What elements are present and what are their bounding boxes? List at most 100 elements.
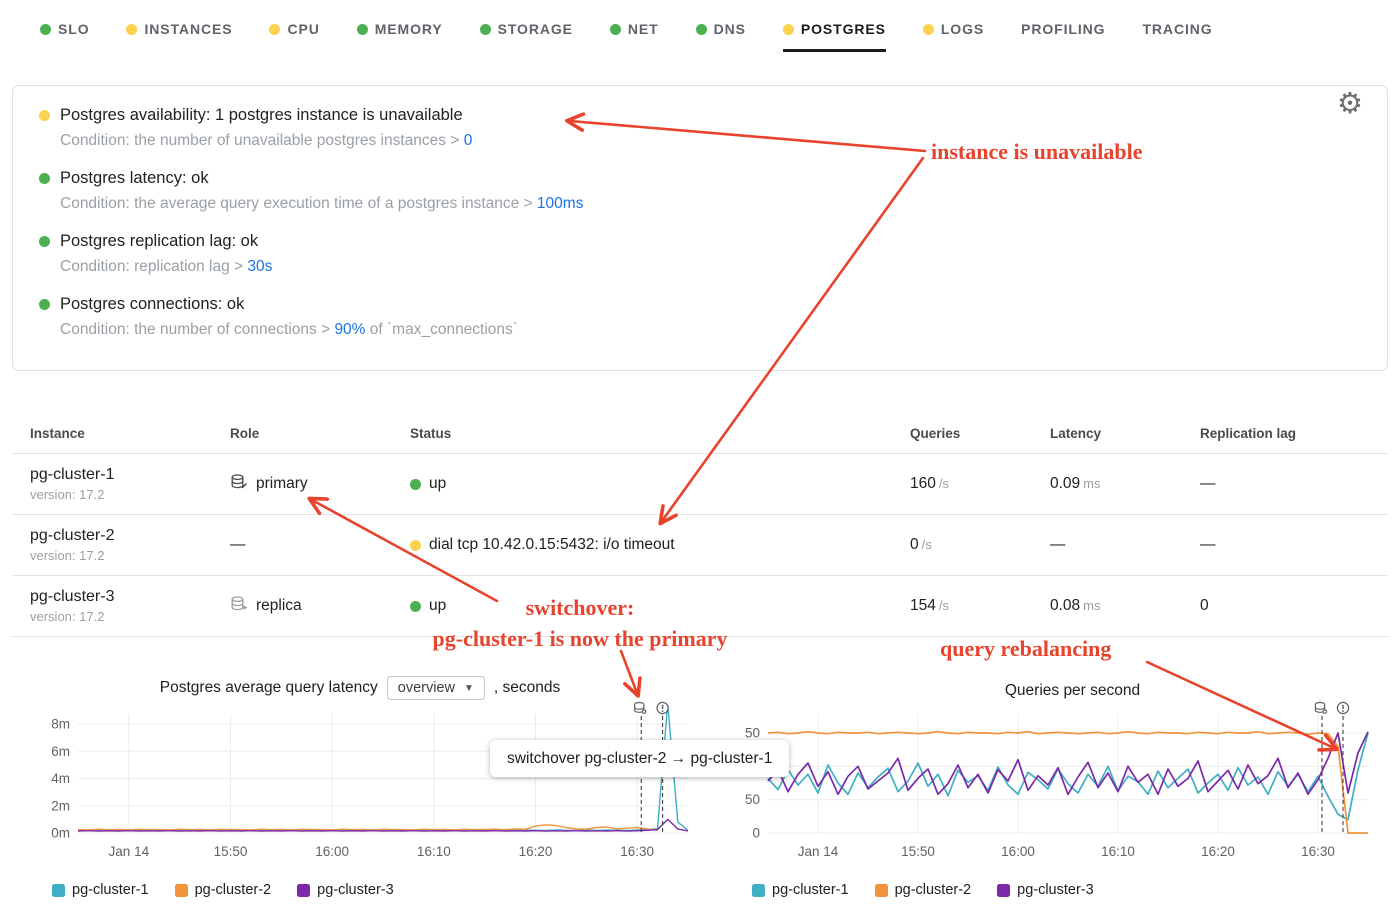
svg-text:16:00: 16:00 (315, 844, 349, 859)
tab-memory[interactable]: MEMORY (356, 21, 443, 52)
alert-condition: Condition: the number of connections > 9… (60, 321, 1361, 339)
role-cell: replica (230, 595, 410, 617)
green-status-dot (356, 23, 368, 35)
tab-profiling[interactable]: PROFILING (1021, 21, 1105, 52)
replication-lag-cell: — (1200, 536, 1216, 553)
legend-item-pg-cluster-1[interactable]: pg-cluster-1 (752, 882, 849, 898)
instances-table: Instance Role Status Queries Latency Replicat… (12, 413, 1388, 637)
yellow-status-dot (269, 23, 281, 35)
alerts-panel: ⚙ Postgres availability: 1 postgres inst… (12, 85, 1388, 371)
legend-item-pg-cluster-3[interactable]: pg-cluster-3 (997, 882, 1094, 898)
alert-item: Postgres replication lag: ok Condition: r… (13, 222, 1387, 285)
alert-item: Postgres latency: ok Condition: the avera… (13, 159, 1387, 222)
legend-item-pg-cluster-2[interactable]: pg-cluster-2 (174, 882, 271, 898)
queries-cell: 0/s (910, 536, 1050, 554)
alert-title-row: Postgres latency: ok (39, 169, 1361, 188)
column-header-instance: Instance (30, 425, 85, 441)
annotation-query-rebalancing: query rebalancing (940, 636, 1112, 661)
tab-instances[interactable]: INSTANCES (126, 21, 232, 52)
instance-name[interactable]: pg-cluster-2 (30, 527, 115, 544)
condition-threshold: 0 (463, 132, 473, 149)
instance-name[interactable]: pg-cluster-1 (30, 466, 115, 483)
green-status-dot (410, 478, 421, 490)
legend-item-pg-cluster-1[interactable]: pg-cluster-1 (52, 882, 149, 898)
alert-title-text: Postgres connections: ok (60, 295, 245, 313)
latency-view-dropdown[interactable]: overview ▼ (386, 676, 485, 700)
queries-value: 0 (910, 536, 919, 553)
svg-text:8m: 8m (51, 717, 70, 732)
tab-tracing[interactable]: TRACING (1142, 21, 1212, 52)
legend-item-pg-cluster-3[interactable]: pg-cluster-3 (297, 882, 394, 898)
column-header-status: Status (410, 425, 452, 441)
annotation-switchover: switchover: pg-cluster-1 is now the prim… (432, 595, 728, 651)
legend-item-pg-cluster-2[interactable]: pg-cluster-2 (874, 882, 971, 898)
svg-text:16:30: 16:30 (620, 844, 654, 859)
annotation-instance-unavailable: instance is unavailable (931, 139, 1143, 164)
green-status-dot (695, 23, 707, 35)
status-cell: dial tcp 10.42.0.15:5432: i/o timeout (410, 536, 910, 554)
latency-unit: ms (1083, 476, 1101, 491)
svg-text:15:50: 15:50 (214, 844, 248, 859)
tab-bar: SLO INSTANCES CPU MEMORY STORAGE NET DNS POSTGR… (0, 0, 1400, 85)
yellow-status-dot (410, 539, 421, 551)
alert-title-row: Postgres availability: 1 postgres instan… (39, 106, 1361, 125)
latency-value: 0.09 (1050, 475, 1081, 492)
legend-swatch (52, 883, 65, 897)
status-cell: up (410, 475, 910, 493)
table-row-pg-cluster-2: pg-cluster-2 version: 17.2 — dial tcp 10.42… (12, 515, 1388, 576)
latency-chart-title: Postgres average query latency overview … (15, 676, 705, 700)
condition-text: Condition: replication lag > (60, 258, 248, 275)
condition-threshold: 100ms (536, 195, 584, 212)
legend-swatch (297, 883, 311, 897)
instance-name[interactable]: pg-cluster-3 (30, 588, 115, 605)
tab-net[interactable]: NET (609, 21, 659, 52)
instance-cell: pg-cluster-1 version: 17.2 (30, 466, 230, 502)
tab-label: LOGS (940, 21, 985, 37)
svg-text:50: 50 (745, 792, 760, 807)
chevron-down-icon: ▼ (463, 682, 474, 694)
svg-text:6m: 6m (51, 744, 70, 759)
table-header-row: Instance Role Status Queries Latency Replicat… (12, 413, 1388, 454)
instance-version: version: 17.2 (30, 609, 105, 624)
svg-text:16:20: 16:20 (1201, 844, 1235, 859)
tab-storage[interactable]: STORAGE (479, 21, 573, 52)
legend-label: pg-cluster-3 (1017, 882, 1094, 898)
role-label: replica (256, 597, 302, 614)
alert-item: Postgres connections: ok Condition: the n… (13, 285, 1387, 348)
qps-chart-legend: pg-cluster-1 pg-cluster-2 pg-cluster-3 (752, 882, 1094, 898)
condition-text: Condition: the average query execution t… (60, 195, 537, 212)
legend-label: pg-cluster-1 (72, 882, 149, 898)
tab-label: TRACING (1142, 21, 1213, 37)
instance-cell: pg-cluster-3 version: 17.2 (30, 588, 230, 624)
settings-gear-icon[interactable]: ⚙ (1337, 88, 1363, 120)
condition-threshold: 90% (334, 321, 366, 338)
role-cell: — (230, 536, 410, 554)
condition-text: Condition: the number of unavailable pos… (60, 132, 464, 149)
tab-label: PROFILING (1021, 21, 1106, 37)
svg-text:2m: 2m (51, 798, 70, 813)
replication-lag-cell: 0 (1200, 597, 1209, 614)
tab-label: CPU (287, 21, 320, 37)
role-label: — (230, 536, 246, 553)
svg-text:16:30: 16:30 (1301, 844, 1335, 859)
tab-postgres[interactable]: POSTGRES (782, 21, 886, 52)
tab-dns[interactable]: DNS (695, 21, 746, 52)
alert-condition: Condition: replication lag > 30s (60, 258, 1361, 276)
tab-label: INSTANCES (144, 21, 233, 37)
qps-chart-title: Queries per second (1004, 682, 1141, 699)
tab-slo[interactable]: SLO (40, 21, 89, 52)
tab-cpu[interactable]: CPU (269, 21, 319, 52)
legend-swatch (174, 883, 188, 897)
latency-chart[interactable]: 0m 2m 4m 6m 8m Jan 14 15:50 16:00 16:10 16:20 16:3… (15, 700, 705, 870)
tab-logs[interactable]: LOGS (922, 21, 985, 52)
instance-cell: pg-cluster-2 version: 17.2 (30, 527, 230, 563)
svg-text:16:10: 16:10 (1101, 844, 1135, 859)
green-status-dot (40, 23, 51, 35)
alert-item: Postgres availability: 1 postgres instan… (13, 96, 1387, 159)
database-replica-icon (230, 595, 248, 617)
tab-label: DNS (713, 21, 746, 37)
queries-unit: /s (921, 537, 932, 552)
svg-text:Jan 14: Jan 14 (109, 844, 150, 859)
green-status-dot (479, 23, 491, 35)
